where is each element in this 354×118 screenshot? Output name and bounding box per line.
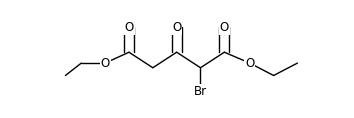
Text: O: O <box>245 57 255 70</box>
Text: O: O <box>101 57 110 70</box>
Text: O: O <box>220 21 229 34</box>
Text: Br: Br <box>194 85 207 98</box>
Text: O: O <box>172 21 181 34</box>
Text: O: O <box>124 21 133 34</box>
